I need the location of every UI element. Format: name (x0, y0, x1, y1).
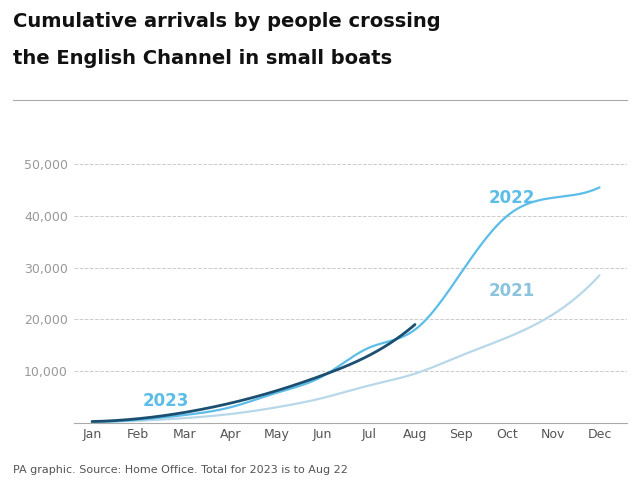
Text: 2021: 2021 (489, 282, 535, 300)
Text: the English Channel in small boats: the English Channel in small boats (13, 49, 392, 68)
Text: PA graphic. Source: Home Office. Total for 2023 is to Aug 22: PA graphic. Source: Home Office. Total f… (13, 465, 348, 475)
Text: Cumulative arrivals by people crossing: Cumulative arrivals by people crossing (13, 12, 440, 31)
Text: 2023: 2023 (143, 392, 189, 410)
Text: 2022: 2022 (489, 189, 535, 207)
